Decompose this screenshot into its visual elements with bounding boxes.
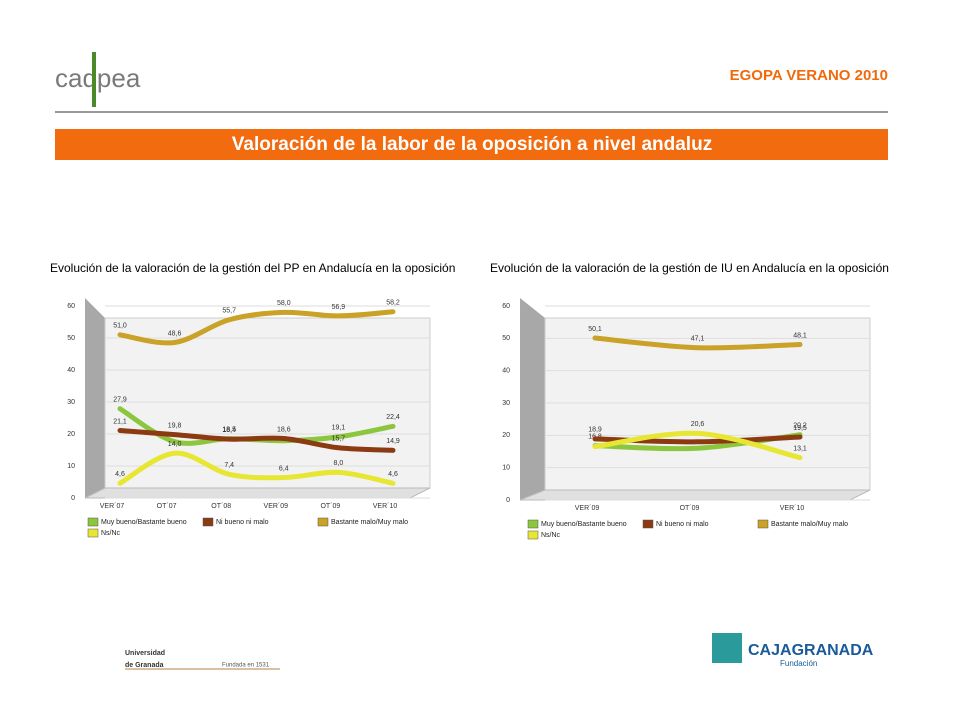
x-tick-label: VER´10 [780, 505, 805, 512]
series-line [117, 427, 396, 453]
chart-title: Evolución de la valoración de la gestión… [50, 261, 455, 275]
data-label: 55,7 [222, 308, 236, 315]
data-label: 47,1 [691, 336, 705, 343]
data-label: 18,9 [588, 427, 602, 434]
floor [84, 487, 431, 499]
data-label: 19,5 [793, 425, 807, 432]
y-tick-label: 0 [71, 495, 75, 502]
legend-label: Ns/Nc [541, 532, 561, 539]
legend-label: Bastante malo/Muy malo [331, 519, 408, 526]
y-tick-label: 60 [502, 303, 510, 310]
data-label: 4,6 [115, 471, 125, 478]
legend-swatch [87, 528, 99, 538]
y-tick-label: 60 [67, 303, 75, 310]
legend-swatch [317, 517, 329, 527]
legend-label: Bastante malo/Muy malo [771, 521, 848, 528]
x-tick-label: VER´07 [100, 503, 125, 510]
chart-title: Evolución de la valoración de la gestión… [490, 261, 889, 275]
side-wall [85, 298, 105, 498]
data-label: 50,1 [588, 326, 602, 333]
y-tick-label: 10 [67, 463, 75, 470]
legend-swatch [527, 530, 539, 540]
data-label: 15,7 [332, 436, 346, 443]
data-label: 18,5 [222, 427, 236, 434]
series-line [117, 309, 396, 346]
series-line [117, 450, 396, 486]
data-label: 4,6 [388, 471, 398, 478]
banner [55, 129, 888, 160]
data-label: 19,1 [332, 425, 346, 432]
floor [519, 489, 871, 501]
data-label: 22,4 [386, 414, 400, 421]
data-label: 48,6 [168, 330, 182, 337]
series-line [592, 335, 803, 351]
university-2: de Granada [125, 662, 164, 669]
legend-swatch [202, 517, 214, 527]
founded: Fundada en 1531 [222, 663, 270, 669]
x-tick-label: OT´09 [680, 505, 700, 512]
legend-label: Muy bueno/Bastante bueno [101, 519, 187, 526]
legend-label: Muy bueno/Bastante bueno [541, 521, 627, 528]
data-label: 7,4 [224, 462, 234, 469]
series-line [592, 434, 803, 445]
report-title: EGOPA VERANO 2010 [730, 67, 888, 84]
y-tick-label: 40 [502, 368, 510, 375]
y-tick-label: 50 [502, 335, 510, 342]
data-label: 58,0 [277, 300, 291, 307]
legend-swatch [527, 519, 539, 529]
y-tick-label: 40 [67, 367, 75, 374]
data-label: 14,0 [168, 441, 182, 448]
data-label: 14,9 [386, 438, 400, 445]
data-label: 51,0 [113, 323, 127, 330]
y-tick-label: 0 [506, 497, 510, 504]
data-label: 6,4 [279, 465, 289, 472]
y-tick-label: 20 [67, 431, 75, 438]
bank-logo [712, 633, 742, 663]
legend-swatch [87, 517, 99, 527]
series-line [592, 430, 803, 461]
side-wall [520, 298, 545, 500]
data-label: 21,1 [113, 418, 127, 425]
legend-label: Ni bueno ni malo [656, 521, 709, 528]
bank: CAJAGRANADA [748, 642, 874, 659]
x-tick-label: VER´09 [264, 503, 289, 510]
x-tick-label: OT´08 [211, 503, 231, 510]
university: Universidad [125, 650, 165, 657]
data-label: 8,0 [334, 460, 344, 467]
legend-swatch [757, 519, 769, 529]
banner-text: Valoración de la labor de la oposición a… [232, 134, 712, 155]
bank-2: Fundación [780, 659, 817, 668]
data-label: 56,9 [332, 304, 346, 311]
data-label: 48,1 [793, 332, 807, 339]
back-wall [544, 317, 871, 491]
data-label: 20,6 [691, 421, 705, 428]
legend-swatch [642, 519, 654, 529]
y-tick-label: 30 [67, 399, 75, 406]
y-tick-label: 20 [502, 432, 510, 439]
data-label: 27,9 [113, 397, 127, 404]
logo-bar [92, 52, 96, 107]
data-label: 18,6 [277, 426, 291, 433]
y-tick-label: 10 [502, 465, 510, 472]
x-tick-label: VER´10 [373, 503, 398, 510]
x-tick-label: VER´09 [575, 505, 600, 512]
legend-label: Ns/Nc [101, 530, 121, 537]
y-tick-label: 50 [67, 335, 75, 342]
data-label: 20,2 [793, 423, 807, 430]
data-label: 13,1 [793, 445, 807, 452]
x-tick-label: OT´07 [157, 503, 177, 510]
data-label: 19,8 [168, 422, 182, 429]
logo: cadpea [55, 63, 141, 93]
legend-label: Ni bueno ni malo [216, 519, 269, 526]
x-tick-label: OT´09 [320, 503, 340, 510]
data-label: 18,4 [222, 427, 236, 434]
data-label: 58,2 [386, 300, 400, 307]
y-tick-label: 30 [502, 400, 510, 407]
